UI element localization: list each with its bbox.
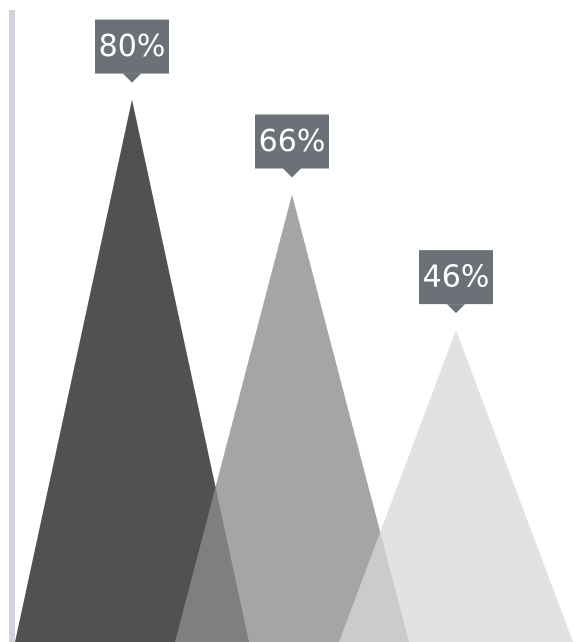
value-label-box-1 xyxy=(95,19,169,74)
value-label-3: 46% xyxy=(423,260,490,295)
peak-1 xyxy=(15,99,249,642)
value-label-pointer-2 xyxy=(283,168,301,178)
peak-3 xyxy=(339,330,573,642)
value-label-pointer-3 xyxy=(447,304,465,314)
value-label-box-3 xyxy=(419,250,493,305)
y-axis-line xyxy=(9,10,15,642)
value-label-box-2 xyxy=(255,114,329,169)
peak-2 xyxy=(175,194,409,642)
value-label-pointer-1 xyxy=(123,73,141,83)
value-label-1: 80% xyxy=(99,29,166,64)
value-label-2: 66% xyxy=(259,124,326,159)
